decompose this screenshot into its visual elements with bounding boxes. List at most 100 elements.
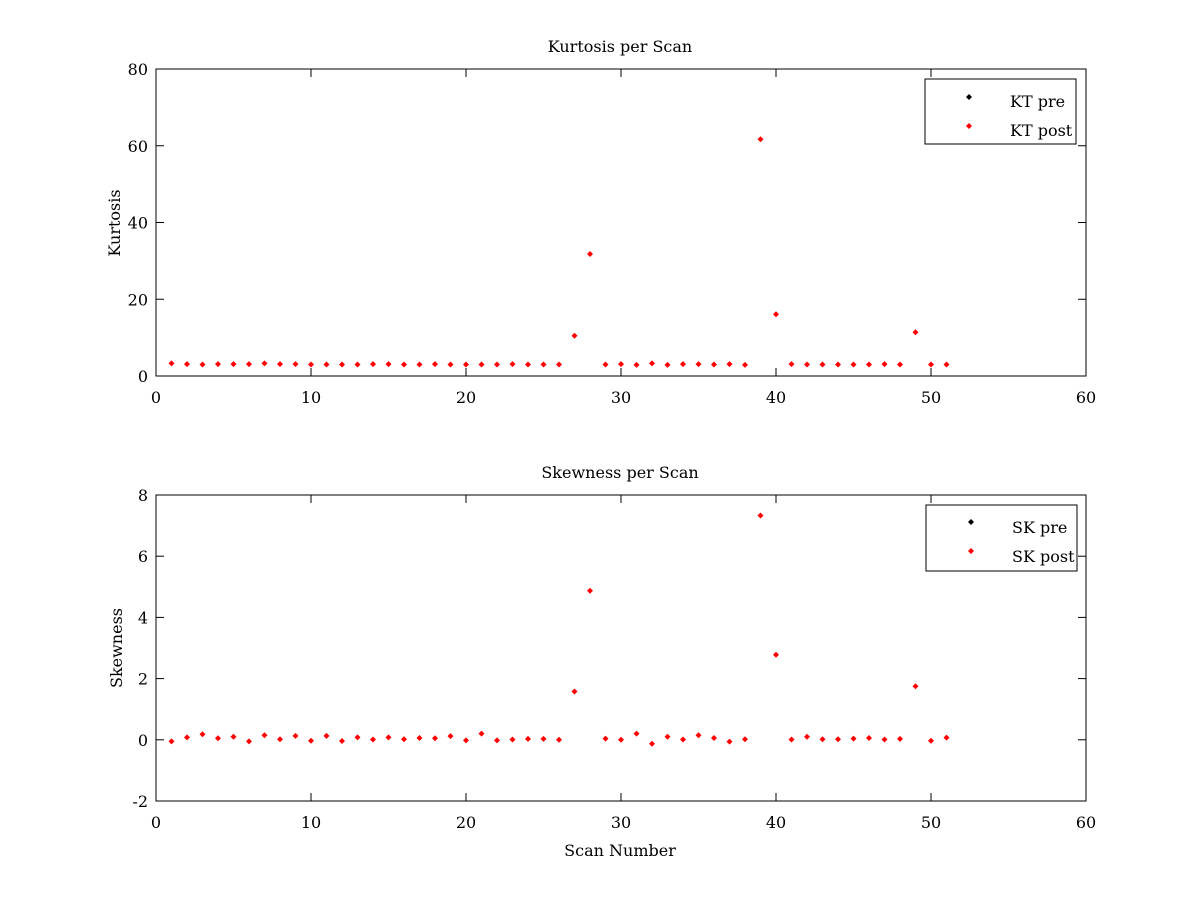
skewness-x-tick-label: 0 <box>151 813 161 832</box>
kurtosis-data-point-post <box>788 361 795 368</box>
kurtosis-data-point-post <box>509 361 516 368</box>
skewness-data-point-post <box>726 738 733 745</box>
skewness-data-point-post <box>339 738 345 745</box>
skewness-data-point-post <box>323 732 330 739</box>
kurtosis-data-point-post <box>540 361 547 368</box>
kurtosis-legend-label-post: KT post <box>1010 121 1073 140</box>
kurtosis-x-tick-label: 20 <box>456 388 476 407</box>
skewness-data-point-post <box>866 734 872 741</box>
kurtosis-x-tick-label: 10 <box>301 388 321 407</box>
kurtosis-data-point-post <box>897 361 903 368</box>
kurtosis-data-point-post <box>401 361 407 368</box>
skewness-chart-title: Skewness per Scan <box>541 463 698 482</box>
kurtosis-axis-ticks: 0 10 20 30 40 50 60 0 20 40 60 80 <box>128 60 1097 407</box>
kurtosis-data-point-post <box>556 361 562 368</box>
kurtosis-data-point-post <box>726 361 733 368</box>
skewness-data-point-post <box>308 737 314 744</box>
skewness-data-point-post <box>385 734 392 741</box>
kurtosis-y-tick-label: 80 <box>128 60 148 79</box>
kurtosis-data-point-post <box>602 361 609 368</box>
kurtosis-data-point-post <box>742 361 748 368</box>
skewness-x-tick-label: 30 <box>611 813 631 832</box>
kurtosis-data-point-post <box>695 361 702 368</box>
kurtosis-data-point-post <box>664 361 671 368</box>
kurtosis-legend-marker-pre <box>966 94 972 100</box>
skewness-data-point-post <box>494 737 500 744</box>
kurtosis-data-point-post <box>261 360 268 367</box>
kurtosis-data-point-post <box>323 361 330 368</box>
skewness-data-point-post <box>742 736 748 743</box>
kurtosis-data-point-post <box>292 361 299 368</box>
kurtosis-y-tick-label: 0 <box>138 367 148 386</box>
skewness-y-tick-label: 8 <box>138 486 148 505</box>
kurtosis-data-point-post <box>835 361 841 368</box>
skewness-x-tick-label: 50 <box>921 813 941 832</box>
kurtosis-data-point-post <box>416 361 423 368</box>
kurtosis-data-point-post <box>447 361 454 368</box>
kurtosis-data-point-post <box>385 361 392 368</box>
skewness-data-point-post <box>246 738 252 745</box>
skewness-data-point-post <box>432 735 438 742</box>
skewness-data-point-post <box>804 733 810 740</box>
kurtosis-data-point-post <box>928 361 934 368</box>
skewness-data-point-post <box>587 587 593 594</box>
skewness-data-point-post <box>168 738 175 745</box>
skewness-data-point-post <box>401 736 407 743</box>
skewness-x-tick-label: 10 <box>301 813 321 832</box>
skewness-y-axis-label: Skewness <box>107 608 126 688</box>
kurtosis-data-point-post <box>463 361 469 368</box>
kurtosis-data-point-post <box>432 361 438 368</box>
kurtosis-data-point-post <box>571 332 578 339</box>
skewness-data-point-post <box>680 736 686 743</box>
kurtosis-data-point-post <box>819 361 826 368</box>
kurtosis-data-point-post <box>308 361 314 368</box>
kurtosis-data-point-post <box>881 361 888 368</box>
kurtosis-data-point-post <box>246 361 252 368</box>
skewness-data-point-post <box>664 733 671 740</box>
kurtosis-data-point-post <box>587 250 593 257</box>
kurtosis-panel: Kurtosis per Scan Kurtosis 0 10 20 30 40 50 60… <box>105 37 1096 407</box>
skewness-data-point-post <box>835 736 841 743</box>
skewness-data-point-post <box>571 688 578 695</box>
skewness-data-point-post <box>447 733 454 740</box>
skewness-legend-marker-post <box>968 548 974 554</box>
skewness-axes-box <box>155 494 1087 802</box>
skewness-data-point-post <box>509 736 516 743</box>
skewness-data-point-post <box>199 731 206 738</box>
kurtosis-data-point-post <box>912 329 919 336</box>
kurtosis-x-tick-label: 40 <box>766 388 786 407</box>
kurtosis-data-point-post <box>633 361 640 368</box>
skewness-legend-label-pre: SK pre <box>1012 518 1067 537</box>
skewness-data-point-post <box>912 683 919 690</box>
skewness-data-point-post <box>416 734 423 741</box>
kurtosis-data-point-post <box>168 360 175 367</box>
skewness-y-tick-label: 0 <box>138 731 148 750</box>
kurtosis-data-point-post <box>649 360 655 367</box>
kurtosis-data-point-post <box>230 361 237 368</box>
skewness-data-point-post <box>788 736 795 743</box>
skewness-data-point-post <box>184 734 190 741</box>
skewness-data-point-post <box>819 736 826 743</box>
kurtosis-legend: KT pre KT post <box>924 78 1077 145</box>
kurtosis-x-tick-label: 50 <box>921 388 941 407</box>
skewness-data-point-post <box>292 732 299 739</box>
kurtosis-y-tick-label: 60 <box>128 137 148 156</box>
skewness-data-point-post <box>928 737 934 744</box>
kurtosis-data-point-post <box>525 361 531 368</box>
kurtosis-data-point-post <box>277 361 283 368</box>
kurtosis-data-point-post <box>354 361 361 368</box>
kurtosis-data-point-post <box>478 361 485 368</box>
kurtosis-data-point-post <box>804 361 810 368</box>
kurtosis-x-tick-label: 60 <box>1076 388 1096 407</box>
skewness-data-point-post <box>881 736 888 743</box>
kurtosis-data-point-post <box>184 361 190 368</box>
skewness-y-tick-label: 6 <box>138 547 148 566</box>
skewness-x-tick-label: 20 <box>456 813 476 832</box>
skewness-data-point-post <box>649 740 655 747</box>
kurtosis-data-point-post <box>215 361 221 368</box>
skewness-panel: Skewness per Scan Skewness Scan Number 0… <box>107 463 1096 860</box>
skewness-data-point-post <box>230 733 237 740</box>
skewness-data-point-post <box>618 736 624 743</box>
skewness-data-point-post <box>633 730 640 737</box>
